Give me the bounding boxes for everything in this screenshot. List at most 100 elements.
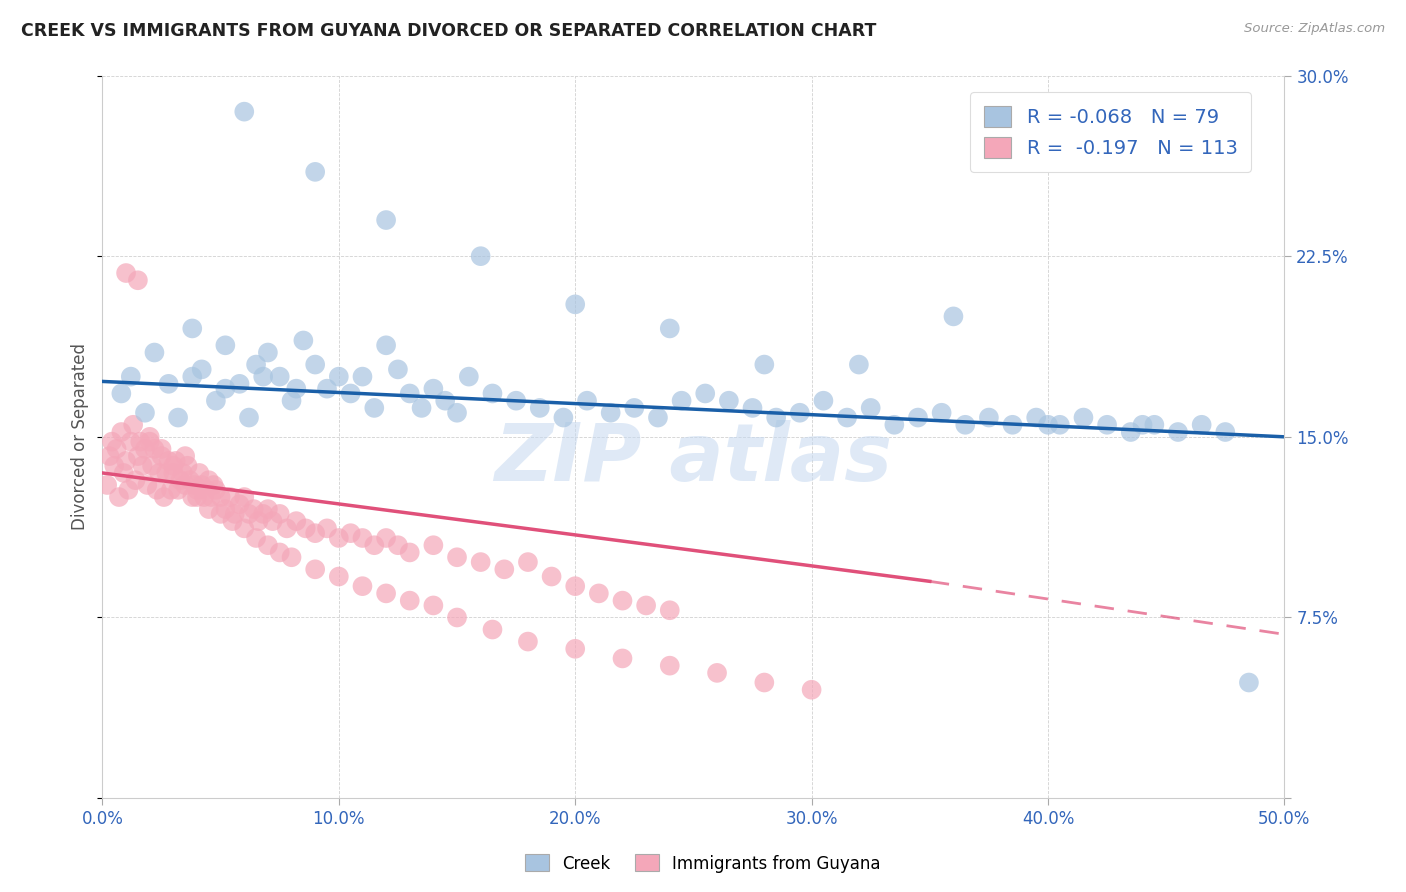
Point: [257, 502, 280, 516]
Point: [103, 458, 125, 473]
Point: [304, 526, 326, 541]
Point: [977, 410, 1000, 425]
Point: [219, 490, 242, 504]
Point: [848, 358, 870, 372]
Point: [190, 478, 212, 492]
Point: [494, 562, 516, 576]
Point: [209, 507, 232, 521]
Point: [481, 623, 503, 637]
Point: [636, 599, 658, 613]
Text: CREEK VS IMMIGRANTS FROM GUYANA DIVORCED OR SEPARATED CORRELATION CHART: CREEK VS IMMIGRANTS FROM GUYANA DIVORCED…: [21, 22, 876, 40]
Point: [160, 483, 183, 497]
Point: [200, 490, 222, 504]
Point: [316, 521, 339, 535]
Point: [214, 338, 236, 352]
Point: [146, 483, 169, 497]
Point: [658, 321, 681, 335]
Point: [138, 430, 160, 444]
Point: [150, 442, 173, 456]
Point: [176, 458, 198, 473]
Point: [328, 369, 350, 384]
Point: [375, 213, 398, 227]
Point: [233, 104, 256, 119]
Point: [120, 434, 142, 449]
Point: [375, 586, 398, 600]
Point: [706, 665, 728, 680]
Point: [198, 473, 221, 487]
Point: [162, 458, 184, 473]
Point: [387, 362, 409, 376]
Point: [505, 393, 527, 408]
Point: [434, 393, 457, 408]
Point: [1036, 417, 1059, 432]
Point: [165, 454, 187, 468]
Point: [285, 382, 308, 396]
Point: [883, 417, 905, 432]
Point: [658, 658, 681, 673]
Point: [285, 514, 308, 528]
Text: Source: ZipAtlas.com: Source: ZipAtlas.com: [1244, 22, 1385, 36]
Point: [457, 369, 479, 384]
Point: [398, 593, 420, 607]
Point: [695, 386, 717, 401]
Point: [422, 382, 444, 396]
Point: [612, 651, 634, 665]
Point: [352, 531, 374, 545]
Point: [328, 531, 350, 545]
Point: [328, 569, 350, 583]
Point: [245, 531, 267, 545]
Point: [835, 410, 858, 425]
Point: [481, 386, 503, 401]
Point: [148, 466, 170, 480]
Point: [1049, 417, 1071, 432]
Point: [162, 466, 184, 480]
Point: [276, 521, 298, 535]
Point: [789, 406, 811, 420]
Point: [195, 483, 218, 497]
Point: [671, 393, 693, 408]
Point: [411, 401, 433, 415]
Point: [1143, 417, 1166, 432]
Point: [553, 410, 575, 425]
Point: [529, 401, 551, 415]
Point: [141, 458, 163, 473]
Point: [127, 273, 149, 287]
Point: [172, 466, 194, 480]
Point: [1025, 410, 1047, 425]
Point: [105, 442, 128, 456]
Point: [316, 382, 339, 396]
Point: [188, 466, 211, 480]
Point: [1167, 425, 1189, 439]
Point: [352, 369, 374, 384]
Point: [540, 569, 562, 583]
Point: [375, 531, 398, 545]
Point: [205, 483, 228, 497]
Point: [516, 555, 538, 569]
Point: [658, 603, 681, 617]
Point: [108, 490, 131, 504]
Point: [470, 555, 492, 569]
Point: [157, 376, 180, 391]
Point: [181, 369, 204, 384]
Point: [179, 473, 201, 487]
Point: [129, 434, 152, 449]
Legend: Creek, Immigrants from Guyana: Creek, Immigrants from Guyana: [519, 847, 887, 880]
Point: [257, 538, 280, 552]
Point: [233, 490, 256, 504]
Point: [131, 458, 153, 473]
Point: [233, 521, 256, 535]
Point: [1095, 417, 1118, 432]
Point: [252, 369, 274, 384]
Point: [181, 321, 204, 335]
Point: [339, 526, 361, 541]
Point: [186, 483, 208, 497]
Point: [214, 502, 236, 516]
Point: [754, 675, 776, 690]
Point: [127, 449, 149, 463]
Point: [1119, 425, 1142, 439]
Point: [813, 393, 835, 408]
Point: [153, 490, 176, 504]
Point: [1191, 417, 1213, 432]
Point: [122, 417, 145, 432]
Point: [150, 449, 173, 463]
